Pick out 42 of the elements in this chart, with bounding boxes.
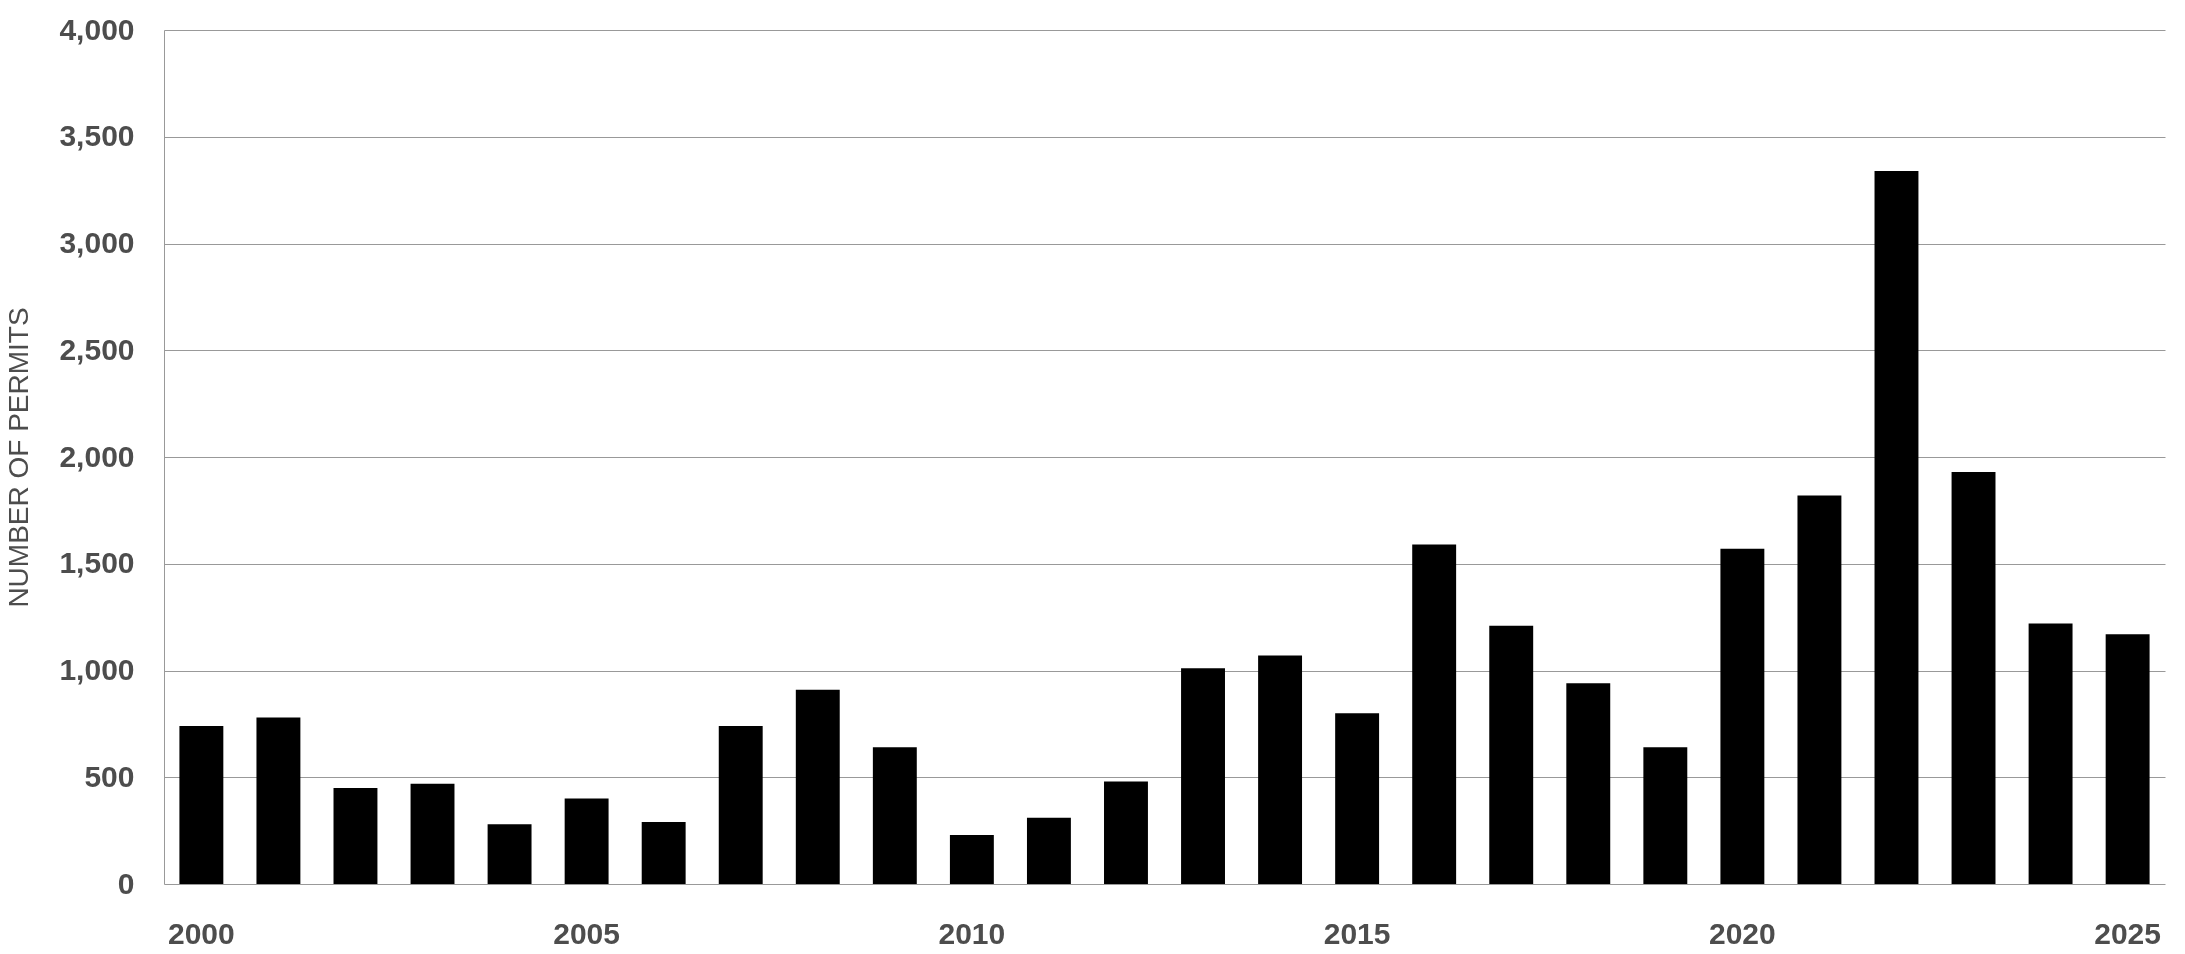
bar: [1566, 683, 1611, 884]
y-tick-label: 3,500: [59, 119, 135, 153]
y-axis-title: NUMBER OF PERMITS: [3, 307, 35, 608]
bar: [2028, 623, 2073, 884]
bar: [2105, 634, 2150, 884]
bar: [1874, 170, 1919, 884]
bar: [333, 787, 378, 884]
x-tick-label: 2020: [1709, 916, 1776, 950]
bar: [1104, 781, 1148, 884]
bar: [949, 834, 994, 884]
bar: [410, 783, 455, 884]
bar: [795, 689, 840, 884]
bar: [179, 726, 224, 884]
y-tick-label: 2,500: [59, 332, 135, 366]
bar: [1026, 817, 1071, 884]
x-tick-label: 2000: [167, 916, 235, 950]
y-tick-label: 3,000: [59, 226, 135, 259]
bar: [1720, 548, 1765, 884]
bar: [1797, 495, 1842, 884]
bar: [1335, 713, 1380, 884]
bar: [718, 726, 763, 884]
bar: [487, 824, 532, 884]
y-tick-label: 500: [84, 759, 135, 793]
x-tick-label: 2025: [2094, 916, 2162, 950]
y-tick-label: 2,000: [59, 439, 135, 473]
y-tick-label: 1,000: [59, 653, 135, 686]
bar: [1951, 471, 1996, 884]
bar: [1489, 625, 1534, 884]
y-tick-label: 1,500: [59, 546, 135, 580]
bar: [1258, 655, 1303, 884]
y-tick-label: 0: [117, 866, 135, 900]
x-tick-label: 2010: [938, 916, 1006, 950]
bar: [1181, 668, 1225, 884]
x-tick-label: 2005: [553, 916, 620, 950]
bar: [1412, 544, 1457, 884]
x-tick-label: 2015: [1323, 916, 1391, 950]
bar: [641, 822, 686, 884]
y-tick-label: 4,000: [59, 12, 135, 46]
bar: [872, 747, 917, 884]
bar: [256, 717, 301, 884]
bar: [1643, 747, 1688, 884]
bar: [564, 798, 609, 884]
